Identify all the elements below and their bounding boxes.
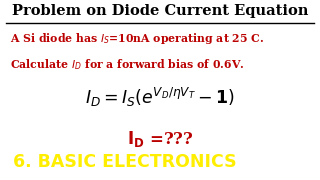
Text: $\mathit{I_D} = \mathit{I_S}\left(\mathit{e}^{V_D/\eta V_T}-\mathbf{1}\right)$: $\mathit{I_D} = \mathit{I_S}\left(\mathi… bbox=[85, 86, 235, 109]
Text: A Si diode has $I_S$=10nA operating at 25 C.: A Si diode has $I_S$=10nA operating at 2… bbox=[10, 31, 264, 46]
Text: Problem on Diode Current Equation: Problem on Diode Current Equation bbox=[12, 4, 308, 18]
Text: Calculate $I_D$ for a forward bias of 0.6V.: Calculate $I_D$ for a forward bias of 0.… bbox=[10, 57, 244, 72]
Text: 6. BASIC ELECTRONICS: 6. BASIC ELECTRONICS bbox=[13, 153, 236, 171]
Text: $\mathbf{I_D}$ =???: $\mathbf{I_D}$ =??? bbox=[127, 129, 193, 149]
